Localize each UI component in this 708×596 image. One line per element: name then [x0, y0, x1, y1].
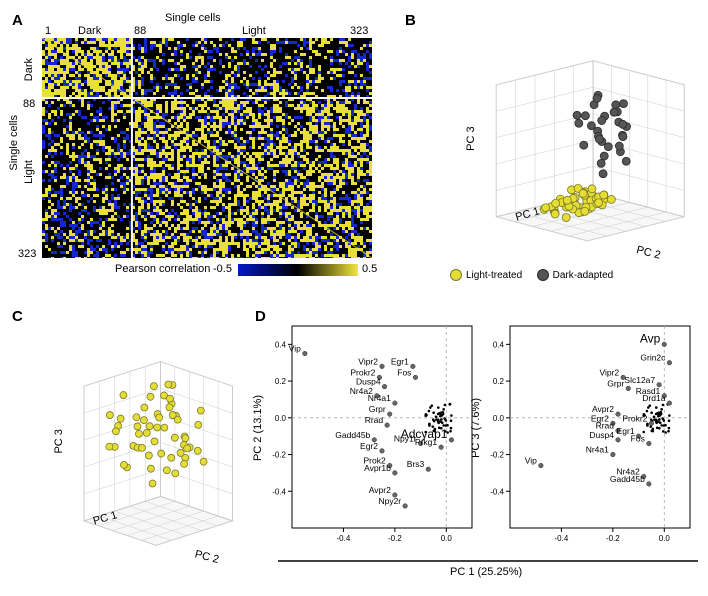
panel-a-ytick-88: 88 — [23, 98, 35, 110]
panel-a-label: A — [12, 12, 23, 29]
panel-a-xtick-1: 1 — [45, 25, 51, 37]
colorbar-min: -0.5 — [213, 263, 232, 275]
colorbar-label: Pearson correlation — [115, 263, 210, 275]
panel-a-x-title: Single cells — [165, 12, 221, 24]
legend-dark: Dark-adapted — [537, 269, 614, 281]
legend-light: Light-treated — [450, 269, 522, 281]
panel-d-x-axis-line — [278, 559, 698, 563]
panel-a-xgroup-light: Light — [242, 25, 266, 37]
panel-a-heatmap — [42, 38, 372, 258]
legend-light-label: Light-treated — [466, 270, 522, 281]
legend-dark-label: Dark-adapted — [553, 270, 614, 281]
panel-a-ygroup-light: Light — [23, 160, 35, 184]
panel-a-xtick-323: 323 — [350, 25, 368, 37]
panel-d-left-ylabel: PC 2 (13.1%) — [252, 395, 264, 461]
figure-root: A Single cells 1 Dark 88 Light 323 Singl… — [10, 10, 698, 586]
panel-a-ytick-323: 323 — [18, 248, 36, 260]
panel-b-3d: PC 1PC 2PC 3 — [405, 20, 690, 260]
panel-a-xgroup-dark: Dark — [78, 25, 101, 37]
panel-a-y-title: Single cells — [8, 115, 20, 171]
panel-d-right-scatter: -0.4-0.20.0-0.4-0.20.00.20.4AvpGrin2cVip… — [486, 320, 696, 550]
colorbar — [238, 264, 358, 276]
panel-c-3d: PC 1PC 2PC 3 — [12, 320, 237, 565]
panel-d-label: D — [255, 308, 266, 325]
colorbar-max: 0.5 — [362, 263, 377, 275]
panel-d-xlabel: PC 1 (25.25%) — [450, 566, 522, 578]
panel-b-legend: Light-treated Dark-adapted — [450, 268, 623, 286]
panel-a-xtick-88: 88 — [134, 25, 146, 37]
panel-a-ygroup-dark: Dark — [23, 58, 35, 81]
panel-d-left-scatter: -0.4-0.20.0-0.4-0.20.00.20.4VipVipr2Prok… — [268, 320, 478, 550]
panel-d-right-ylabel: PC 3 (7.6%) — [470, 398, 482, 458]
